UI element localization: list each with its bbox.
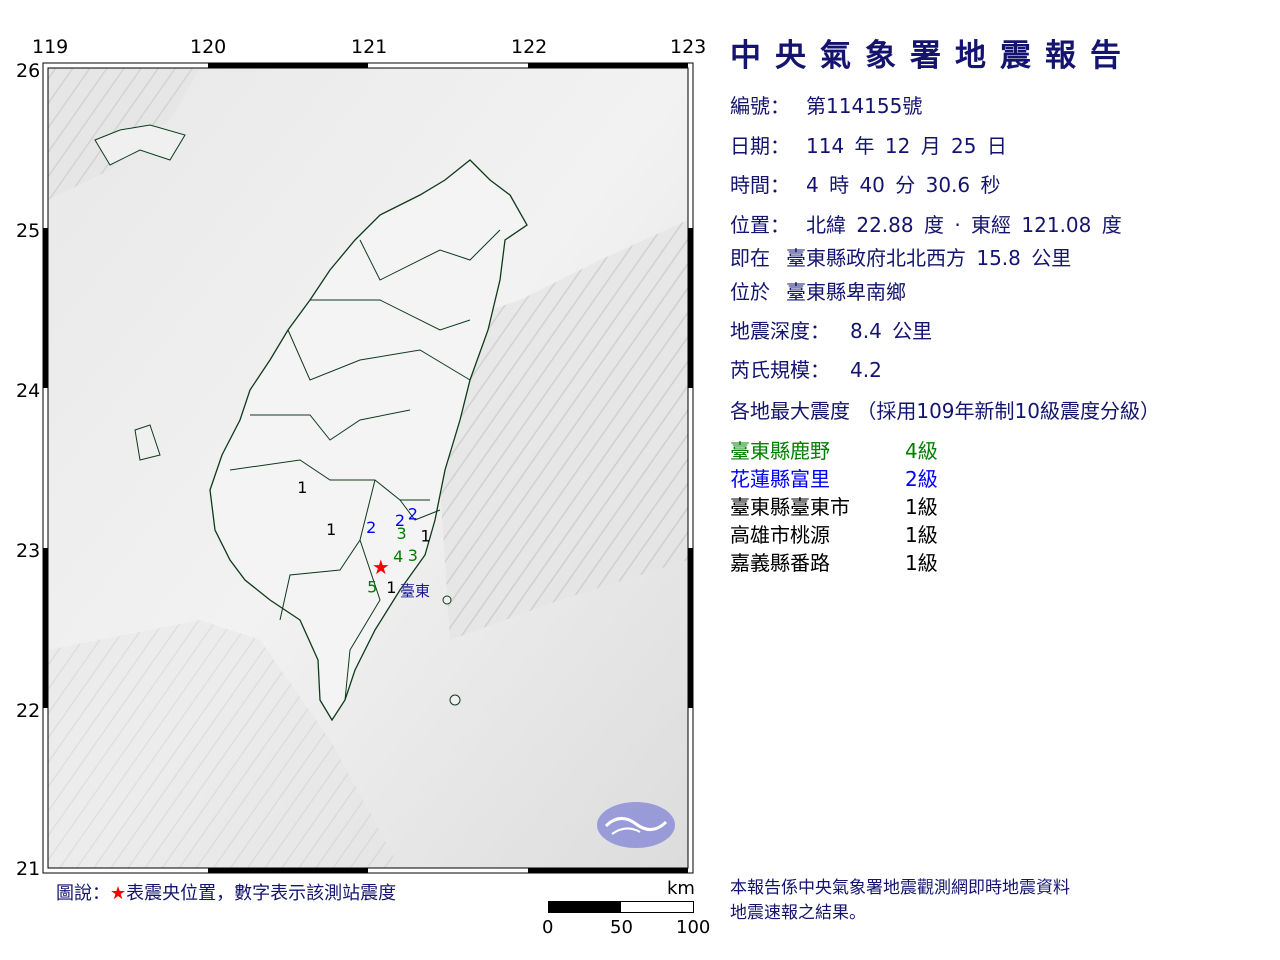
lat-tick: 21 — [16, 858, 41, 880]
city-label-taitung: 臺東 — [400, 582, 431, 600]
station-intensity-mark: 3 — [408, 546, 418, 565]
report-area: 位於 臺東縣卑南鄉 — [730, 276, 906, 305]
lon-tick: 120 — [190, 36, 227, 58]
lon-tick: 119 — [32, 36, 69, 58]
intensity-level: 4級 — [905, 439, 938, 463]
south-relief — [48, 620, 400, 868]
scale-label: 50 — [610, 917, 633, 938]
lon-tick: 122 — [511, 36, 548, 58]
value: 臺東縣卑南鄉 — [786, 280, 906, 304]
legend-prefix: 圖說： — [56, 883, 110, 904]
islands — [94, 124, 461, 706]
report-relative: 即在 臺東縣政府北北西方 15.8 公里 — [730, 242, 1071, 271]
station-intensity-mark: 1 — [386, 578, 396, 597]
report-magnitude: 芮氏規模： 4.2 — [730, 354, 882, 383]
lat-tick: 26 — [16, 60, 41, 82]
label: 編號： — [730, 94, 790, 118]
cwa-logo — [597, 802, 675, 848]
intensity-row: 高雄市桃源 1級 — [730, 519, 938, 548]
intensity-row: 臺東縣臺東市 1級 — [730, 491, 938, 520]
footnote-line2: 地震速報之結果。 — [730, 903, 866, 923]
lat-tick: 23 — [16, 540, 41, 562]
intensity-level: 1級 — [905, 523, 938, 547]
station-name: 花蓮縣富里 — [730, 467, 830, 491]
report-title: 中央氣象署地震報告 — [730, 38, 1135, 74]
label: 時間： — [730, 173, 790, 197]
label: 芮氏規模： — [730, 358, 830, 382]
scale-bar — [548, 901, 694, 913]
footnote-line1: 本報告係中央氣象署地震觀測網即時地震資料 — [730, 878, 1070, 898]
intensity-row: 花蓮縣富里 2級 — [730, 463, 938, 492]
frame-bars — [43, 63, 693, 873]
lat-tick: 25 — [16, 220, 41, 242]
intensity-row: 嘉義縣番路 1級 — [730, 547, 938, 576]
scale-label: 0 — [542, 917, 554, 938]
value: 8.4 公里 — [850, 319, 933, 343]
map-legend: 圖說：★表震央位置，數字表示該測站震度 — [56, 879, 396, 905]
lon-tick: 121 — [351, 36, 388, 58]
lat-tick: 24 — [16, 380, 41, 402]
scale-unit: km — [667, 878, 695, 899]
station-intensity-mark: 5 — [367, 577, 377, 596]
intensity-header: 各地最大震度 （採用109年新制10級震度分級） — [730, 399, 1160, 423]
report-number: 編號： 第114155號 — [730, 90, 922, 119]
report-depth: 地震深度： 8.4 公里 — [730, 315, 932, 344]
intensity-level: 2級 — [905, 467, 938, 491]
intensity-row: 臺東縣鹿野 4級 — [730, 435, 938, 464]
value: 114 年 12 月 25 日 — [806, 134, 1007, 158]
station-name: 高雄市桃源 — [730, 523, 830, 547]
intensity-level: 1級 — [905, 551, 938, 575]
epicenter-star-icon: ★ — [372, 555, 390, 579]
value: 北緯 22.88 度 · 東經 121.08 度 — [806, 213, 1122, 237]
report-date: 日期： 114 年 12 月 25 日 — [730, 130, 1007, 159]
report-time: 時間： 4 時 40 分 30.6 秒 — [730, 169, 1001, 198]
station-intensity-mark: 2 — [366, 518, 376, 537]
value: 臺東縣政府北北西方 15.8 公里 — [786, 246, 1072, 270]
county-borders — [229, 229, 501, 701]
value: 第114155號 — [806, 94, 923, 118]
label: 日期： — [730, 134, 790, 158]
value: 4 時 40 分 30.6 秒 — [806, 173, 1001, 197]
legend-text: 表震央位置，數字表示該測站震度 — [126, 883, 397, 904]
intensity-level: 1級 — [905, 495, 938, 519]
station-name: 嘉義縣番路 — [730, 551, 830, 575]
seafloor-relief — [430, 220, 688, 640]
station-name: 臺東縣臺東市 — [730, 495, 850, 519]
label: 地震深度： — [730, 319, 830, 343]
station-intensity-mark: 1 — [297, 478, 307, 497]
station-intensity-mark: 3 — [397, 524, 407, 543]
station-name: 臺東縣鹿野 — [730, 439, 830, 463]
station-intensity-mark: 2 — [395, 511, 405, 530]
station-intensity-mark: 4 — [393, 547, 403, 566]
value: 4.2 — [850, 358, 882, 382]
report-location: 位置： 北緯 22.88 度 · 東經 121.08 度 — [730, 209, 1122, 238]
label: 位置： — [730, 213, 790, 237]
label: 位於 — [730, 280, 770, 304]
station-intensity-mark: 1 — [326, 520, 336, 539]
lat-tick: 22 — [16, 700, 41, 722]
lon-tick: 123 — [670, 36, 707, 58]
station-intensity-mark: 1 — [421, 527, 431, 546]
label: 即在 — [730, 246, 770, 270]
scale-label: 100 — [676, 917, 711, 938]
station-intensity-mark: 2 — [408, 505, 418, 524]
star-icon: ★ — [110, 883, 127, 904]
